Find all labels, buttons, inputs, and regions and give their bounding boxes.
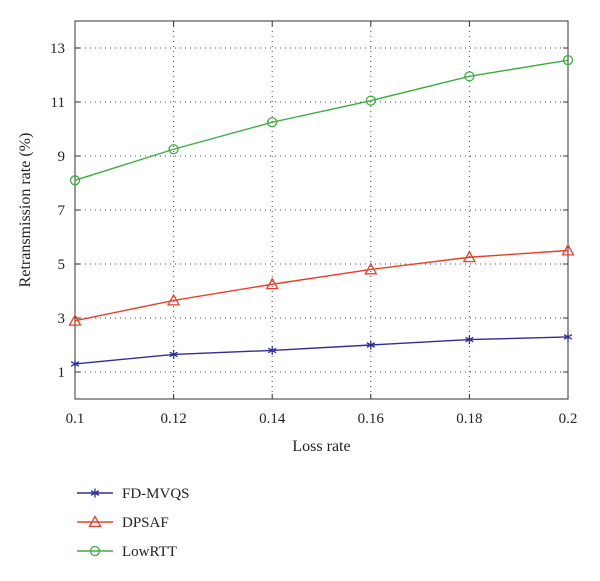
y-tick-label: 9	[58, 149, 66, 165]
legend-marker	[90, 488, 100, 498]
x-tick-label: 0.16	[358, 411, 385, 427]
series-group	[68, 55, 575, 369]
x-tick-label: 0.14	[259, 411, 286, 427]
y-tick-label: 3	[58, 311, 66, 327]
y-tick-label: 5	[58, 257, 66, 273]
data-point-fd-mvqs	[366, 340, 376, 350]
data-point-lowrtt	[365, 95, 376, 106]
data-point-dpsaf	[462, 250, 477, 263]
plot-frame	[74, 20, 569, 400]
data-point-fd-mvqs	[563, 332, 573, 342]
y-tick-label: 7	[58, 203, 66, 219]
data-point-lowrtt	[69, 175, 81, 186]
legend-item-lowrtt: LowRTT	[77, 544, 177, 560]
data-point-fd-mvqs	[70, 359, 80, 369]
y-tick-label: 13	[50, 41, 65, 57]
data-point-lowrtt	[267, 117, 278, 128]
series-line-fd-mvqs	[74, 336, 569, 365]
legend-item-fd-mvqs: FD-MVQS	[77, 486, 190, 502]
series-fd-mvqs	[70, 332, 573, 369]
y-tick-label: 11	[51, 95, 65, 111]
data-point-dpsaf	[68, 313, 82, 326]
data-point-lowrtt	[464, 71, 475, 82]
x-tick-label: 0.18	[456, 411, 482, 427]
legend-label: FD-MVQS	[122, 486, 190, 502]
legend-label: DPSAF	[122, 515, 169, 531]
legend-item-dpsaf: DPSAF	[77, 515, 169, 531]
data-point-dpsaf	[561, 243, 575, 256]
data-point-dpsaf	[364, 262, 378, 275]
data-point-dpsaf	[166, 293, 181, 306]
data-point-lowrtt	[168, 144, 179, 155]
data-point-lowrtt	[562, 55, 574, 66]
data-point-fd-mvqs	[267, 345, 277, 355]
y-axis-title: Retransmission rate (%)	[17, 133, 34, 288]
x-tick-label: 0.1	[66, 411, 85, 427]
y-tick-label: 1	[58, 365, 66, 381]
legend-marker	[88, 515, 102, 528]
x-axis-title: Loss rate	[292, 438, 350, 455]
series-line-dpsaf	[74, 249, 569, 322]
x-tick-label: 0.2	[559, 411, 578, 427]
series-lowrtt	[69, 55, 574, 186]
x-tick-label: 0.12	[160, 411, 186, 427]
legend: FD-MVQS DPSAF LowRTT	[77, 486, 190, 560]
data-point-dpsaf	[265, 277, 279, 290]
data-point-fd-mvqs	[465, 335, 474, 345]
series-line-lowrtt	[74, 59, 569, 181]
grid-lines	[75, 21, 568, 399]
legend-marker	[89, 545, 101, 557]
data-point-fd-mvqs	[169, 349, 178, 359]
legend-label: LowRTT	[122, 544, 177, 560]
series-dpsaf	[68, 243, 575, 326]
